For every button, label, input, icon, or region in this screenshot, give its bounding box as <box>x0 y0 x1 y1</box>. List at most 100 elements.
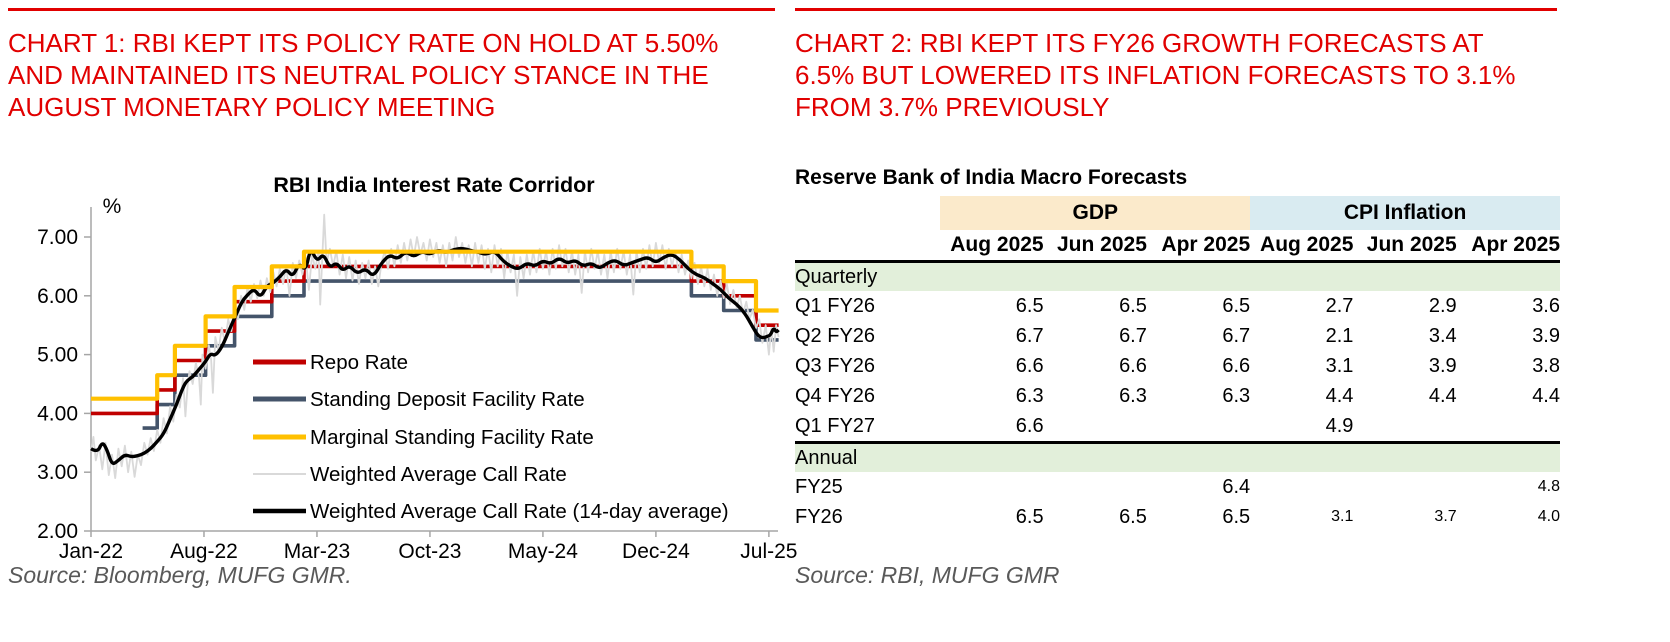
forecast-cell: 2.9 <box>1428 294 1457 317</box>
legend-label-weighted-average-call-rate: Weighted Average Call Rate <box>310 463 567 486</box>
series-weighted-average-call-rate-14-day-average <box>90 246 780 466</box>
table-section-row: Quarterly <box>795 261 1560 291</box>
section-label: Annual <box>795 442 1560 472</box>
forecast-cell: 6.3 <box>1119 384 1147 407</box>
table-row: FY26 6.5 6.5 6.5 3.1 3.7 4.0 <box>795 502 1560 532</box>
legend-label-marginal-standing-facility-rate: Marginal Standing Facility Rate <box>310 426 594 449</box>
forecast-table-title: Reserve Bank of India Macro Forecasts <box>795 166 1188 189</box>
forecast-cell: 6.7 <box>1119 324 1147 347</box>
chart2-source: Source: RBI, MUFG GMR <box>795 562 1060 588</box>
column-header: Apr 2025 <box>1456 230 1560 263</box>
forecast-cell <box>1043 411 1147 444</box>
y-tick-label: 5.00 <box>37 344 78 367</box>
forecast-cell: 6.6 <box>940 411 1044 444</box>
forecast-cell: 6.6 <box>1222 354 1251 377</box>
x-tick-label: May-24 <box>508 540 578 563</box>
column-header: Jun 2025 <box>1043 230 1147 263</box>
forecast-cell: 3.1 <box>1331 508 1354 525</box>
forecast-cell <box>1456 411 1560 444</box>
forecast-cell: 6.6 <box>1119 354 1147 377</box>
forecast-cell <box>1044 472 1147 502</box>
chart1-source: Source: Bloomberg, MUFG GMR. <box>8 562 352 588</box>
y-tick-label: 7.00 <box>37 226 78 249</box>
row-label: Q3 FY26 <box>795 354 876 377</box>
section-label: Quarterly <box>795 261 1560 291</box>
table-row: Q4 FY26 6.3 6.3 6.3 4.4 4.4 4.4 <box>795 381 1560 411</box>
forecast-cell: 6.6 <box>1015 354 1044 377</box>
x-tick-label: Jul-25 <box>740 540 797 563</box>
table-group-header-row: GDP CPI Inflation <box>795 196 1560 230</box>
table-row: Q1 FY26 6.5 6.5 6.5 2.7 2.9 3.6 <box>795 291 1560 321</box>
series-marginal-standing-facility-rate <box>91 249 779 401</box>
forecast-cell: 6.4 <box>1222 475 1251 498</box>
x-tick-label: Mar-23 <box>284 540 351 563</box>
chart2-heading: CHART 2: RBI KEPT ITS FY26 GROWTH FORECA… <box>795 28 1516 122</box>
series-standing-deposit-facility-rate <box>142 279 779 430</box>
chart1-heading: CHART 1: RBI KEPT ITS POLICY RATE ON HOL… <box>8 28 719 122</box>
legend-label-repo-rate: Repo Rate <box>310 351 408 374</box>
row-label: Q2 FY26 <box>795 324 876 347</box>
series-weighted-average-call-rate <box>90 213 780 479</box>
forecast-cell <box>940 472 1043 502</box>
forecast-cell: 6.3 <box>1222 384 1251 407</box>
x-tick-label: Jan-22 <box>59 540 123 563</box>
forecast-cell: 3.1 <box>1325 354 1354 377</box>
chart-title: RBI India Interest Rate Corridor <box>273 173 595 197</box>
table-section-row: Annual <box>795 442 1560 472</box>
forecast-cell: 4.9 <box>1250 411 1354 444</box>
column-header: Apr 2025 <box>1146 230 1251 263</box>
row-label: Q4 FY26 <box>795 384 876 407</box>
column-header: Aug 2025 <box>940 230 1044 263</box>
red-divider-left <box>8 8 775 11</box>
y-tick-label: 3.00 <box>37 461 78 484</box>
forecast-cell: 4.8 <box>1537 478 1560 495</box>
forecast-cell <box>1353 472 1456 502</box>
forecast-cell: 6.7 <box>1222 324 1251 347</box>
group-header-gdp: GDP <box>940 196 1251 230</box>
forecast-cell: 6.5 <box>1222 505 1251 528</box>
forecast-cell: 3.7 <box>1434 508 1457 525</box>
y-axis-unit-label: % <box>103 195 122 218</box>
forecast-cell: 6.5 <box>1119 294 1147 317</box>
forecast-cell <box>1353 411 1457 444</box>
table-row: FY25 6.4 4.8 <box>795 472 1560 502</box>
forecast-cell: 3.6 <box>1532 294 1560 317</box>
forecast-cell: 4.4 <box>1325 384 1354 407</box>
legend-label-standing-deposit-facility-rate: Standing Deposit Facility Rate <box>310 388 585 411</box>
forecast-cell: 4.0 <box>1537 508 1560 525</box>
column-header-spacer <box>795 230 941 263</box>
x-tick-label: Aug-22 <box>170 540 238 563</box>
row-label: FY26 <box>795 505 843 528</box>
table-row: Q1 FY27 6.6 4.9 <box>795 411 1560 444</box>
forecast-table: GDP CPI Inflation Aug 2025 Jun 2025 Apr 2025… <box>795 196 1560 532</box>
forecast-cell: 6.5 <box>1015 505 1044 528</box>
forecast-cell: 6.3 <box>1015 384 1044 407</box>
forecast-cell: 6.5 <box>1222 294 1251 317</box>
forecast-cell: 6.5 <box>1015 294 1044 317</box>
row-label: Q1 FY26 <box>795 294 876 317</box>
forecast-cell: 4.4 <box>1428 384 1457 407</box>
group-header-spacer <box>795 196 940 230</box>
forecast-cell: 3.8 <box>1532 354 1560 377</box>
forecast-cell: 4.4 <box>1532 384 1560 407</box>
row-label: FY25 <box>795 475 843 498</box>
forecast-cell: 3.9 <box>1428 354 1457 377</box>
red-divider-right <box>795 8 1557 11</box>
column-header: Jun 2025 <box>1353 230 1457 263</box>
forecast-cell: 2.1 <box>1325 324 1354 347</box>
forecast-cell <box>1250 472 1353 502</box>
y-tick-label: 6.00 <box>37 285 78 308</box>
column-header: Aug 2025 <box>1250 230 1354 263</box>
forecast-cell: 3.9 <box>1532 324 1560 347</box>
forecast-cell: 6.7 <box>1015 324 1044 347</box>
row-label: Q1 FY27 <box>795 411 941 444</box>
legend-label-weighted-average-call-rate-14-day-average: Weighted Average Call Rate (14-day avera… <box>310 500 729 523</box>
x-tick-label: Dec-24 <box>622 540 690 563</box>
group-header-cpi: CPI Inflation <box>1250 196 1560 230</box>
forecast-cell: 3.4 <box>1428 324 1457 347</box>
table-row: Q2 FY26 6.7 6.7 6.7 2.1 3.4 3.9 <box>795 321 1560 351</box>
table-column-header-row: Aug 2025 Jun 2025 Apr 2025 Aug 2025 Jun 2025… <box>795 230 1560 263</box>
y-tick-label: 2.00 <box>37 520 78 543</box>
